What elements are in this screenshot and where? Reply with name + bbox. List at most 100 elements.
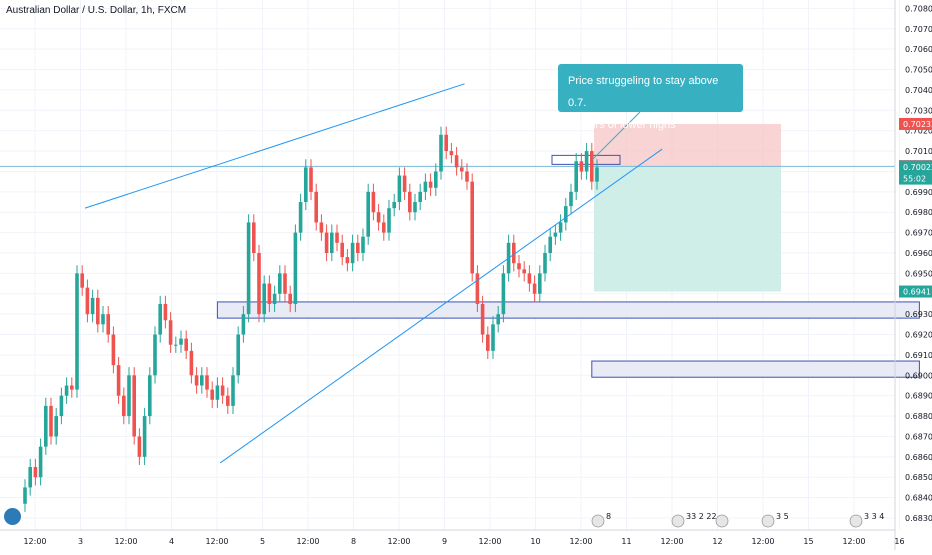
annotation-line-2: 5 hours of lower highs <box>568 119 676 131</box>
candle-body <box>179 338 183 345</box>
candle-body <box>272 293 277 304</box>
tradingview-logo-icon[interactable] <box>4 508 21 525</box>
candle-body <box>33 467 38 478</box>
event-count: 3 3 4 <box>864 512 884 521</box>
candle-body <box>122 395 126 417</box>
candle-body <box>116 365 121 396</box>
time-tick-label: 12:00 <box>205 537 228 546</box>
time-tick-label: 16 <box>894 537 904 546</box>
event-flag-icon <box>591 514 605 528</box>
candle-body <box>59 395 64 417</box>
candle-body <box>366 191 370 237</box>
candle-body <box>408 191 412 213</box>
candle-body <box>532 283 537 294</box>
candle-body <box>324 232 329 253</box>
event-flag-icon <box>671 514 685 528</box>
candle-body <box>75 273 79 390</box>
candle-body <box>579 161 584 172</box>
annotation-callout[interactable]: Price struggeling to stay above 0.7. 5 h… <box>558 64 743 131</box>
candle-body <box>345 257 350 264</box>
support-zone <box>216 301 920 319</box>
candle-body <box>246 222 251 315</box>
candle-body <box>491 324 495 351</box>
candle-body <box>564 206 568 223</box>
candle-body <box>283 273 287 294</box>
candle-body <box>356 242 360 253</box>
candle-body <box>194 375 199 386</box>
candle-body <box>132 375 136 437</box>
time-tick-label: 3 <box>78 537 83 546</box>
candle-body <box>215 385 220 400</box>
candle-body <box>298 202 303 233</box>
event-flag-icon <box>761 514 775 528</box>
candle-body <box>200 375 204 386</box>
candle-body <box>512 242 516 264</box>
candle-body <box>392 202 396 209</box>
candle-body <box>434 171 438 188</box>
candle-body <box>397 175 402 203</box>
candle-body <box>486 334 490 351</box>
candle-body <box>64 385 69 396</box>
time-tick-label: 12:00 <box>660 537 683 546</box>
candle-body <box>475 273 480 304</box>
price-badge: 0.70233 <box>903 120 932 129</box>
candle-body <box>210 389 214 400</box>
candle-body <box>527 273 532 284</box>
event-count: 8 <box>606 512 611 521</box>
candle-body <box>319 222 324 233</box>
candle-body <box>335 232 339 243</box>
candle-body <box>569 191 573 207</box>
stop-loss-area <box>594 123 781 167</box>
candle-body <box>371 191 376 213</box>
candle-body <box>543 253 547 274</box>
event-flag-icon <box>715 514 729 528</box>
candle-body <box>439 134 443 172</box>
candle-body <box>288 293 292 304</box>
candle-body <box>90 297 95 315</box>
candle-body <box>28 467 32 488</box>
candle-body <box>205 375 209 390</box>
candle-body <box>517 263 521 270</box>
time-tick-label: 5 <box>260 537 265 546</box>
candle-body <box>267 283 272 304</box>
candle-body <box>538 273 542 294</box>
candle-body <box>236 334 240 376</box>
time-tick-label: 4 <box>169 537 174 546</box>
candle-body <box>418 191 422 203</box>
candle-body <box>153 334 157 376</box>
candle-body <box>70 385 74 390</box>
candle-body <box>522 269 526 274</box>
event-count: 3 5 <box>776 512 789 521</box>
candle-body <box>387 208 391 233</box>
time-tick-label: 12:00 <box>23 537 46 546</box>
candle-body <box>361 236 365 253</box>
time-tick-label: 12:00 <box>387 537 410 546</box>
candle-body <box>158 303 162 335</box>
candle-body <box>548 236 552 253</box>
candle-body <box>23 487 27 504</box>
support-zone <box>591 360 920 378</box>
time-tick-label: 10 <box>530 537 540 546</box>
candle-body <box>262 283 266 315</box>
candle-body <box>44 405 48 447</box>
candle-body <box>148 375 152 417</box>
candle-body <box>226 395 230 406</box>
